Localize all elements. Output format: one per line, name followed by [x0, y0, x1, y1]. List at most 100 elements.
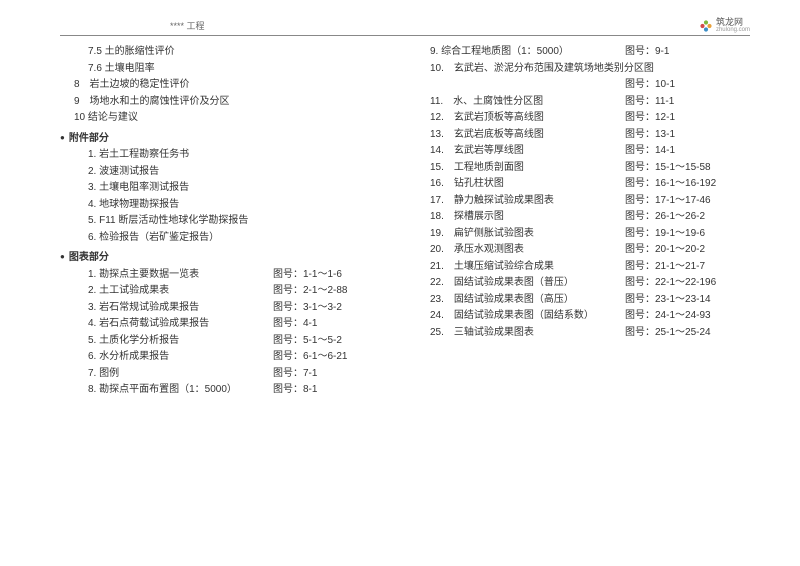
chart-number: 图号：9-1 [625, 44, 669, 61]
right-column: 9. 综合工程地质图（1：5000）图号：9-110. 玄武岩、淤泥分布范围及建… [430, 44, 760, 399]
chart-label: 8. 勘探点平面布置图（1：5000） [88, 382, 273, 399]
chart-label: 19. 扁铲侧胀试验图表 [430, 226, 625, 243]
chart-number: 图号：7-1 [273, 366, 317, 383]
chart-item: 21. 土壤压缩试验综合成果图号：21-1～21-7 [430, 259, 760, 276]
left-column: 7.5 土的胀缩性评价7.6 土壤电阻率8 岩土边坡的稳定性评价9 场地水和土的… [60, 44, 390, 399]
chart-item: 1. 勘探点主要数据一览表图号：1-1～1-6 [60, 267, 390, 284]
chart-label: 11. 水、土腐蚀性分区图 [430, 94, 625, 111]
chart-item: 16. 钻孔柱状图图号：16-1～16-192 [430, 176, 760, 193]
chart-number: 图号：21-1～21-7 [625, 259, 705, 276]
chart-number: 图号：13-1 [625, 127, 675, 144]
chart-label: 20. 承压水观测图表 [430, 242, 625, 259]
chart-number: 图号：2-1～2-88 [273, 283, 347, 300]
chart-number: 图号：23-1～23-14 [625, 292, 711, 309]
chart-label: 1. 勘探点主要数据一览表 [88, 267, 273, 284]
section-attachments: 附件部分 [60, 131, 390, 148]
chart-label: 9. 综合工程地质图（1：5000） [430, 44, 625, 61]
content-columns: 7.5 土的胀缩性评价7.6 土壤电阻率8 岩土边坡的稳定性评价9 场地水和土的… [60, 44, 760, 399]
chart-item: 10. 玄武岩、淤泥分布范围及建筑场地类别分区图 [430, 61, 760, 78]
document-page: **** 工程 筑龙网 zhulong.com 7.5 土的胀缩性评价7.6 土… [0, 0, 800, 419]
chart-label: 14. 玄武岩等厚线图 [430, 143, 625, 160]
chart-label: 2. 土工试验成果表 [88, 283, 273, 300]
logo-text: 筑龙网 [716, 18, 750, 27]
chart-item: 6. 水分析成果报告图号：6-1～6-21 [60, 349, 390, 366]
chart-number: 图号：6-1～6-21 [273, 349, 347, 366]
chart-number: 图号：5-1～5-2 [273, 333, 342, 350]
chart-label: 23. 固结试验成果表图（高压） [430, 292, 625, 309]
header-title: **** 工程 [170, 19, 205, 32]
chart-number: 图号：22-1～22-196 [625, 275, 716, 292]
chart-number: 图号：4-1 [273, 316, 317, 333]
chart-number: 图号：15-1～15-58 [625, 160, 711, 177]
chart-number: 图号：24-1～24-93 [625, 308, 711, 325]
chart-item: 7. 图例图号：7-1 [60, 366, 390, 383]
chart-item: 18. 探槽展示图图号：26-1～26-2 [430, 209, 760, 226]
chart-label: 12. 玄武岩顶板等高线图 [430, 110, 625, 127]
toc-row: 7.6 土壤电阻率 [60, 61, 390, 78]
page-header: **** 工程 筑龙网 zhulong.com [60, 18, 750, 36]
attachment-item: 3. 土壤电阻率测试报告 [60, 180, 390, 197]
flower-icon [699, 19, 713, 33]
logo-subtext: zhulong.com [716, 27, 750, 33]
chart-item: 8. 勘探点平面布置图（1：5000）图号：8-1 [60, 382, 390, 399]
chart-item: 3. 岩石常规试验成果报告图号：3-1～3-2 [60, 300, 390, 317]
chart-item: 9. 综合工程地质图（1：5000）图号：9-1 [430, 44, 760, 61]
chart-label: 21. 土壤压缩试验综合成果 [430, 259, 625, 276]
chart-label: 6. 水分析成果报告 [88, 349, 273, 366]
chart-item: 图号：10-1 [430, 77, 760, 94]
chart-item: 15. 工程地质剖面图图号：15-1～15-58 [430, 160, 760, 177]
attachment-item: 5. F11 断层活动性地球化学勘探报告 [60, 213, 390, 230]
chart-label [430, 77, 625, 94]
chart-number: 图号：12-1 [625, 110, 675, 127]
chart-number: 图号：17-1～17-46 [625, 193, 711, 210]
chart-number: 图号：19-1～19-6 [625, 226, 705, 243]
chart-number: 图号：1-1～1-6 [273, 267, 342, 284]
chart-label: 15. 工程地质剖面图 [430, 160, 625, 177]
chart-item: 2. 土工试验成果表图号：2-1～2-88 [60, 283, 390, 300]
toc-row: 8 岩土边坡的稳定性评价 [60, 77, 390, 94]
chart-item: 11. 水、土腐蚀性分区图图号：11-1 [430, 94, 760, 111]
toc-row: 10 结论与建议 [60, 110, 390, 127]
chart-label: 5. 土质化学分析报告 [88, 333, 273, 350]
chart-item: 13. 玄武岩底板等高线图图号：13-1 [430, 127, 760, 144]
chart-item: 23. 固结试验成果表图（高压）图号：23-1～23-14 [430, 292, 760, 309]
attachment-item: 2. 波速测试报告 [60, 164, 390, 181]
toc-row: 9 场地水和土的腐蚀性评价及分区 [60, 94, 390, 111]
logo-text-wrap: 筑龙网 zhulong.com [716, 18, 750, 33]
attachment-item: 1. 岩土工程勘察任务书 [60, 147, 390, 164]
chart-number: 图号：14-1 [625, 143, 675, 160]
chart-number: 图号：20-1～20-2 [625, 242, 705, 259]
chart-number: 图号：16-1～16-192 [625, 176, 716, 193]
chart-number: 图号：3-1～3-2 [273, 300, 342, 317]
section-charts: 图表部分 [60, 250, 390, 267]
chart-item: 5. 土质化学分析报告图号：5-1～5-2 [60, 333, 390, 350]
chart-label: 25. 三轴试验成果图表 [430, 325, 625, 342]
chart-label: 7. 图例 [88, 366, 273, 383]
chart-item: 14. 玄武岩等厚线图图号：14-1 [430, 143, 760, 160]
chart-item: 25. 三轴试验成果图表图号：25-1～25-24 [430, 325, 760, 342]
chart-label: 24. 固结试验成果表图（固结系数） [430, 308, 625, 325]
toc-row: 7.5 土的胀缩性评价 [60, 44, 390, 61]
chart-number: 图号：8-1 [273, 382, 317, 399]
chart-item: 24. 固结试验成果表图（固结系数）图号：24-1～24-93 [430, 308, 760, 325]
chart-item: 4. 岩石点荷载试验成果报告图号：4-1 [60, 316, 390, 333]
attachment-item: 6. 检验报告（岩矿鉴定报告） [60, 230, 390, 247]
chart-label: 13. 玄武岩底板等高线图 [430, 127, 625, 144]
chart-label: 17. 静力触探试验成果图表 [430, 193, 625, 210]
chart-label: 16. 钻孔柱状图 [430, 176, 625, 193]
chart-number: 图号：11-1 [625, 94, 674, 111]
chart-label: 22. 固结试验成果表图（普压） [430, 275, 625, 292]
chart-label: 3. 岩石常规试验成果报告 [88, 300, 273, 317]
chart-number: 图号：10-1 [625, 77, 675, 94]
chart-number: 图号：25-1～25-24 [625, 325, 711, 342]
chart-item: 19. 扁铲侧胀试验图表图号：19-1～19-6 [430, 226, 760, 243]
chart-item: 22. 固结试验成果表图（普压）图号：22-1～22-196 [430, 275, 760, 292]
chart-label: 4. 岩石点荷载试验成果报告 [88, 316, 273, 333]
chart-item: 12. 玄武岩顶板等高线图图号：12-1 [430, 110, 760, 127]
chart-label: 18. 探槽展示图 [430, 209, 625, 226]
chart-item: 20. 承压水观测图表图号：20-1～20-2 [430, 242, 760, 259]
header-logo: 筑龙网 zhulong.com [699, 18, 750, 33]
chart-number: 图号：26-1～26-2 [625, 209, 705, 226]
attachment-item: 4. 地球物理勘探报告 [60, 197, 390, 214]
chart-item: 17. 静力触探试验成果图表图号：17-1～17-46 [430, 193, 760, 210]
